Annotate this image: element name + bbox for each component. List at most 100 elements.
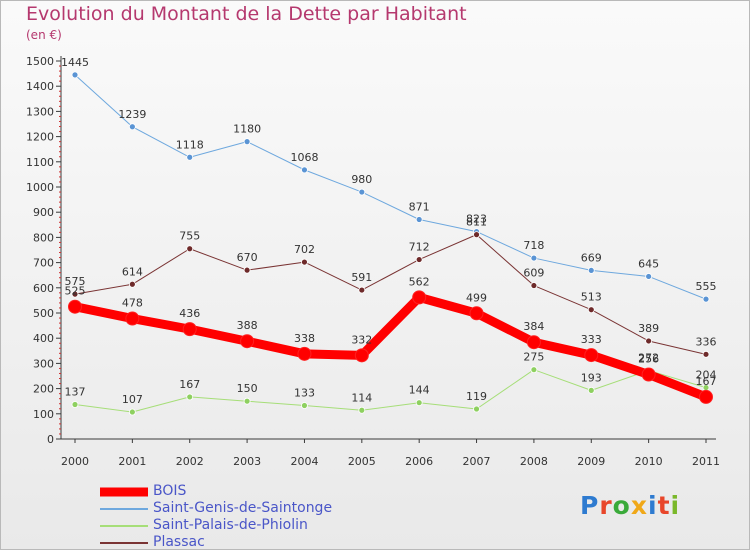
data-label: 609 [523,267,544,280]
x-tick-label: 2003 [233,455,261,468]
data-label: 823 [466,213,487,226]
data-label: 702 [294,243,315,256]
data-label: 133 [294,386,315,399]
data-point [415,216,423,223]
legend-label: Saint-Genis-de-Saintonge [153,500,333,516]
data-point [526,335,541,350]
data-point [530,366,538,374]
data-point [587,386,595,394]
proxiti-logo: Proxiti [580,491,680,520]
legend-swatch [100,541,148,544]
series-line [70,292,711,402]
data-label: 144 [409,384,430,397]
data-label: 555 [696,280,717,293]
series-line [74,74,707,300]
x-tick-label: 2005 [348,455,376,468]
x-tick-label: 2011 [692,455,720,468]
data-label: 1239 [118,108,146,121]
legend-label: Plassac [153,534,205,550]
x-tick-label: 2004 [290,455,318,468]
y-tick-label: 1300 [26,105,54,118]
data-point [243,397,251,405]
data-label: 1180 [233,123,261,136]
data-point [412,290,427,305]
data-label: 513 [581,291,602,304]
series-line [74,369,707,413]
data-point [128,123,136,131]
legend-label: Saint-Palais-de-Phiolin [153,517,308,533]
data-label: 167 [179,378,200,391]
x-tick-label: 2008 [520,455,548,468]
x-tick-label: 2006 [405,455,433,468]
logo-letter: i [648,491,658,520]
y-tick-label: 700 [33,257,54,270]
data-point [68,299,82,314]
data-label: 150 [237,382,258,395]
data-label: 645 [638,257,659,270]
data-label: 575 [65,275,86,288]
data-point [354,348,369,363]
data-label: 871 [409,201,430,214]
data-label: 1118 [176,138,204,151]
y-tick-label: 1200 [26,131,54,144]
data-point [128,408,136,416]
data-point [645,337,653,345]
y-tick-label: 800 [33,231,54,244]
data-point [243,138,251,146]
legend-swatch [100,487,148,496]
data-point [358,406,366,414]
x-tick-label: 2010 [635,455,663,468]
data-point [240,334,255,349]
data-point [182,322,197,337]
data-point [587,306,595,314]
logo-letter: r [599,491,613,520]
data-label: 755 [179,230,200,243]
legend-label: BOIS [153,483,187,499]
data-label: 272 [638,351,659,364]
logo-letter: o [612,491,631,520]
data-label: 669 [581,251,602,264]
logo-letter: P [580,491,600,520]
legend-swatch [100,524,148,527]
data-point [699,389,713,404]
data-point [243,266,251,274]
data-label: 436 [179,307,200,320]
y-tick-label: 1400 [26,80,54,93]
data-label: 336 [696,335,717,348]
data-point [702,295,710,303]
data-label: 256 [638,352,659,365]
data-point [71,71,79,79]
data-point [186,393,194,401]
data-point [71,290,79,298]
data-point [301,402,308,409]
data-point [125,311,140,326]
data-point [297,346,312,361]
data-point [645,273,653,280]
data-point [587,267,595,274]
data-label: 811 [466,216,487,229]
data-point [186,153,194,161]
data-point [128,280,136,288]
data-point [415,399,423,407]
data-label: 114 [351,391,372,404]
data-point [186,245,194,253]
data-label: 614 [122,265,143,278]
data-label: 338 [294,332,315,345]
data-label: 478 [122,297,143,310]
y-tick-label: 1100 [26,156,54,169]
y-tick-label: 100 [33,408,54,421]
data-label: 388 [237,319,258,332]
data-label: 333 [581,333,602,346]
data-label: 1445 [61,56,89,69]
data-point [469,306,484,321]
data-label: 332 [351,333,372,346]
y-tick-label: 300 [33,357,54,370]
data-label: 980 [351,173,372,186]
y-tick-label: 0 [47,433,54,446]
data-point [530,282,538,289]
data-point [415,256,423,263]
y-tick-label: 1500 [26,55,54,68]
data-point [702,350,710,358]
y-tick-label: 200 [33,383,54,396]
